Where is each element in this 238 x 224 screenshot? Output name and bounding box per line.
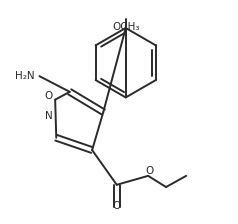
Text: O: O — [113, 201, 121, 211]
Text: O: O — [44, 91, 53, 101]
Text: H₂N: H₂N — [15, 71, 35, 81]
Text: O: O — [145, 166, 153, 176]
Text: N: N — [45, 112, 53, 121]
Text: OCH₃: OCH₃ — [112, 22, 139, 32]
